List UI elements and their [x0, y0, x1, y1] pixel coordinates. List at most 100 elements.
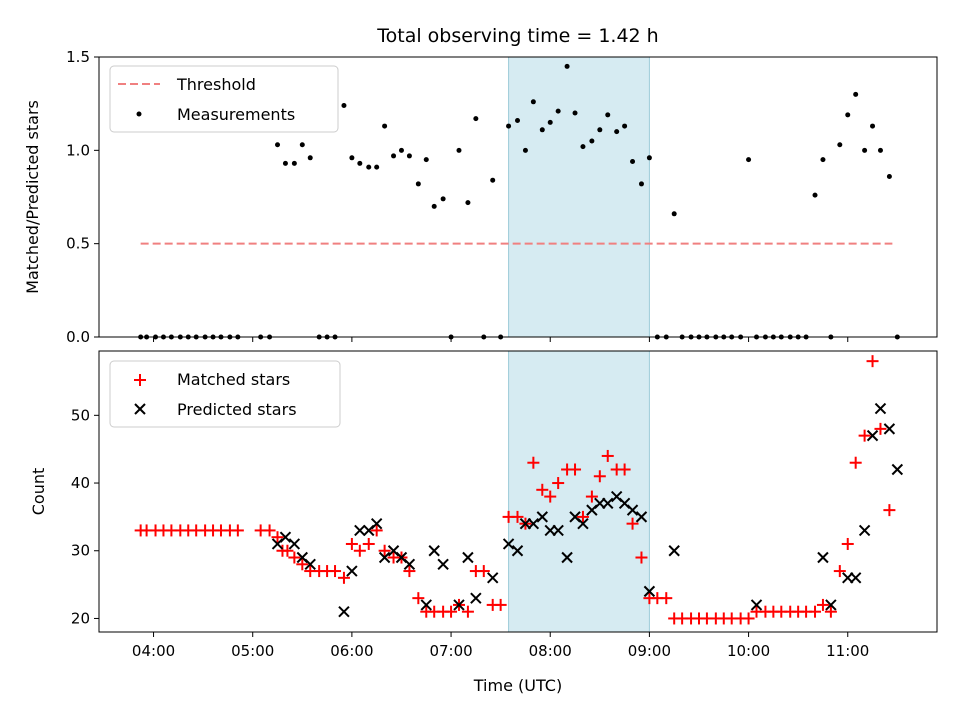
x-tick-label: 04:00: [132, 642, 175, 660]
measurement-point: [820, 157, 826, 163]
matched-star-point: [412, 592, 425, 605]
measurement-point: [291, 160, 297, 166]
matched-star-point: [345, 537, 358, 550]
measurement-point: [589, 138, 595, 144]
measurement-point: [837, 142, 843, 148]
legend-measurements-swatch: [136, 111, 142, 117]
x-tick-label: 10:00: [727, 642, 770, 660]
bottom-shaded-region: [508, 350, 650, 633]
matched-star-point: [601, 449, 614, 462]
matched-star-point: [527, 456, 540, 469]
top-x-ticks: [153, 337, 849, 342]
predicted-star-point: [527, 517, 540, 530]
bottom-panel: 20 30 40 50 04:00 05:00 06:00 07:00 08:00 09:00 1…: [29, 350, 938, 695]
predicted-star-point: [536, 511, 549, 523]
top-y-ticks: 0.0 0.5 1.0 1.5: [66, 48, 99, 346]
measurement-point: [506, 123, 512, 129]
measurement-point: [614, 129, 620, 135]
measurement-point: [307, 155, 313, 161]
legend-matched-label: Matched stars: [177, 370, 290, 389]
bottom-x-ticks: 04:00 05:00 06:00 07:00 08:00 09:00 10:00 11:00: [132, 632, 869, 660]
bottom-legend: Matched stars Predicted stars: [109, 360, 341, 428]
measurement-point: [465, 200, 471, 206]
bottom-y-tick-label: 40: [71, 474, 90, 492]
matched-star-point: [858, 429, 871, 442]
top-y-axis-label: Matched/Predicted stars: [23, 100, 42, 294]
predicted-star-point: [403, 558, 416, 570]
matched-star-point: [281, 544, 294, 557]
x-tick-label: 05:00: [231, 642, 274, 660]
measurement-point: [547, 119, 553, 125]
measurement-point: [415, 181, 421, 187]
predicted-star-point: [304, 558, 316, 570]
predicted-star-point: [462, 551, 474, 564]
measurement-point: [671, 211, 677, 217]
measurement-point: [564, 63, 570, 69]
measurement-point: [366, 164, 372, 170]
predicted-star-point: [643, 585, 656, 598]
measurement-point: [282, 160, 288, 166]
matched-star-point: [618, 463, 631, 476]
bottom-y-tick-label: 50: [71, 406, 90, 424]
matched-star-point: [552, 477, 565, 490]
matched-star-point: [809, 605, 822, 618]
matched-star-point: [263, 524, 276, 537]
predicted-star-point: [437, 558, 449, 570]
matched-star-point: [445, 605, 458, 618]
matched-star-point: [296, 558, 309, 571]
predicted-star-point: [668, 545, 680, 557]
matched-star-point: [329, 565, 342, 578]
predicted-star-point: [552, 524, 564, 537]
predicted-star-point: [750, 599, 763, 611]
matched-star-point: [635, 551, 648, 564]
matched-star-point: [742, 612, 755, 625]
predicted-star-point: [891, 463, 904, 476]
x-tick-label: 07:00: [429, 642, 472, 660]
matched-star-point: [569, 463, 582, 476]
predicted-star-point: [378, 551, 391, 564]
x-tick-label: 08:00: [529, 642, 572, 660]
measurement-point: [473, 116, 479, 122]
matched-star-point: [576, 510, 589, 523]
matched-star-point: [511, 510, 524, 523]
matched-star-point: [833, 565, 846, 578]
matched-star-point: [271, 531, 284, 544]
matched-star-point: [494, 598, 507, 611]
measurement-point: [275, 142, 281, 148]
measurement-point: [630, 159, 636, 165]
predicted-star-point: [817, 551, 829, 564]
top-y-tick-label: 1.5: [66, 48, 90, 66]
measurement-point: [374, 164, 380, 170]
bottom-marks: [134, 355, 904, 625]
predicted-star-point: [370, 517, 383, 530]
predicted-star-point: [346, 565, 358, 577]
measurement-point: [746, 157, 752, 163]
matched-star-point: [824, 605, 837, 618]
matched-star-point: [378, 544, 391, 557]
predicted-star-point: [453, 599, 465, 611]
measurement-point: [398, 147, 404, 153]
matched-star-point: [841, 537, 854, 550]
predicted-star-point: [338, 605, 350, 618]
measurement-point: [490, 177, 496, 183]
matched-star-point: [370, 524, 383, 537]
predicted-star-point: [626, 504, 639, 516]
matched-star-point: [883, 504, 896, 517]
measurement-point: [853, 91, 859, 97]
measurement-point: [431, 203, 437, 209]
measurement-point: [870, 123, 876, 129]
top-shaded-region: [508, 56, 650, 338]
bottom-legend-box: [109, 360, 341, 428]
measurement-point: [886, 173, 892, 179]
matched-star-point: [461, 605, 474, 618]
predicted-star-point: [354, 524, 366, 537]
measurement-point: [530, 99, 536, 105]
predicted-star-point: [288, 538, 301, 550]
top-y-tick-label: 1.0: [66, 141, 90, 159]
measurement-point: [812, 192, 818, 198]
figure-title: Total observing time = 1.42 h: [376, 25, 658, 47]
measurement-point: [877, 147, 883, 153]
measurement-point: [440, 196, 446, 202]
measurement-point: [515, 117, 521, 123]
